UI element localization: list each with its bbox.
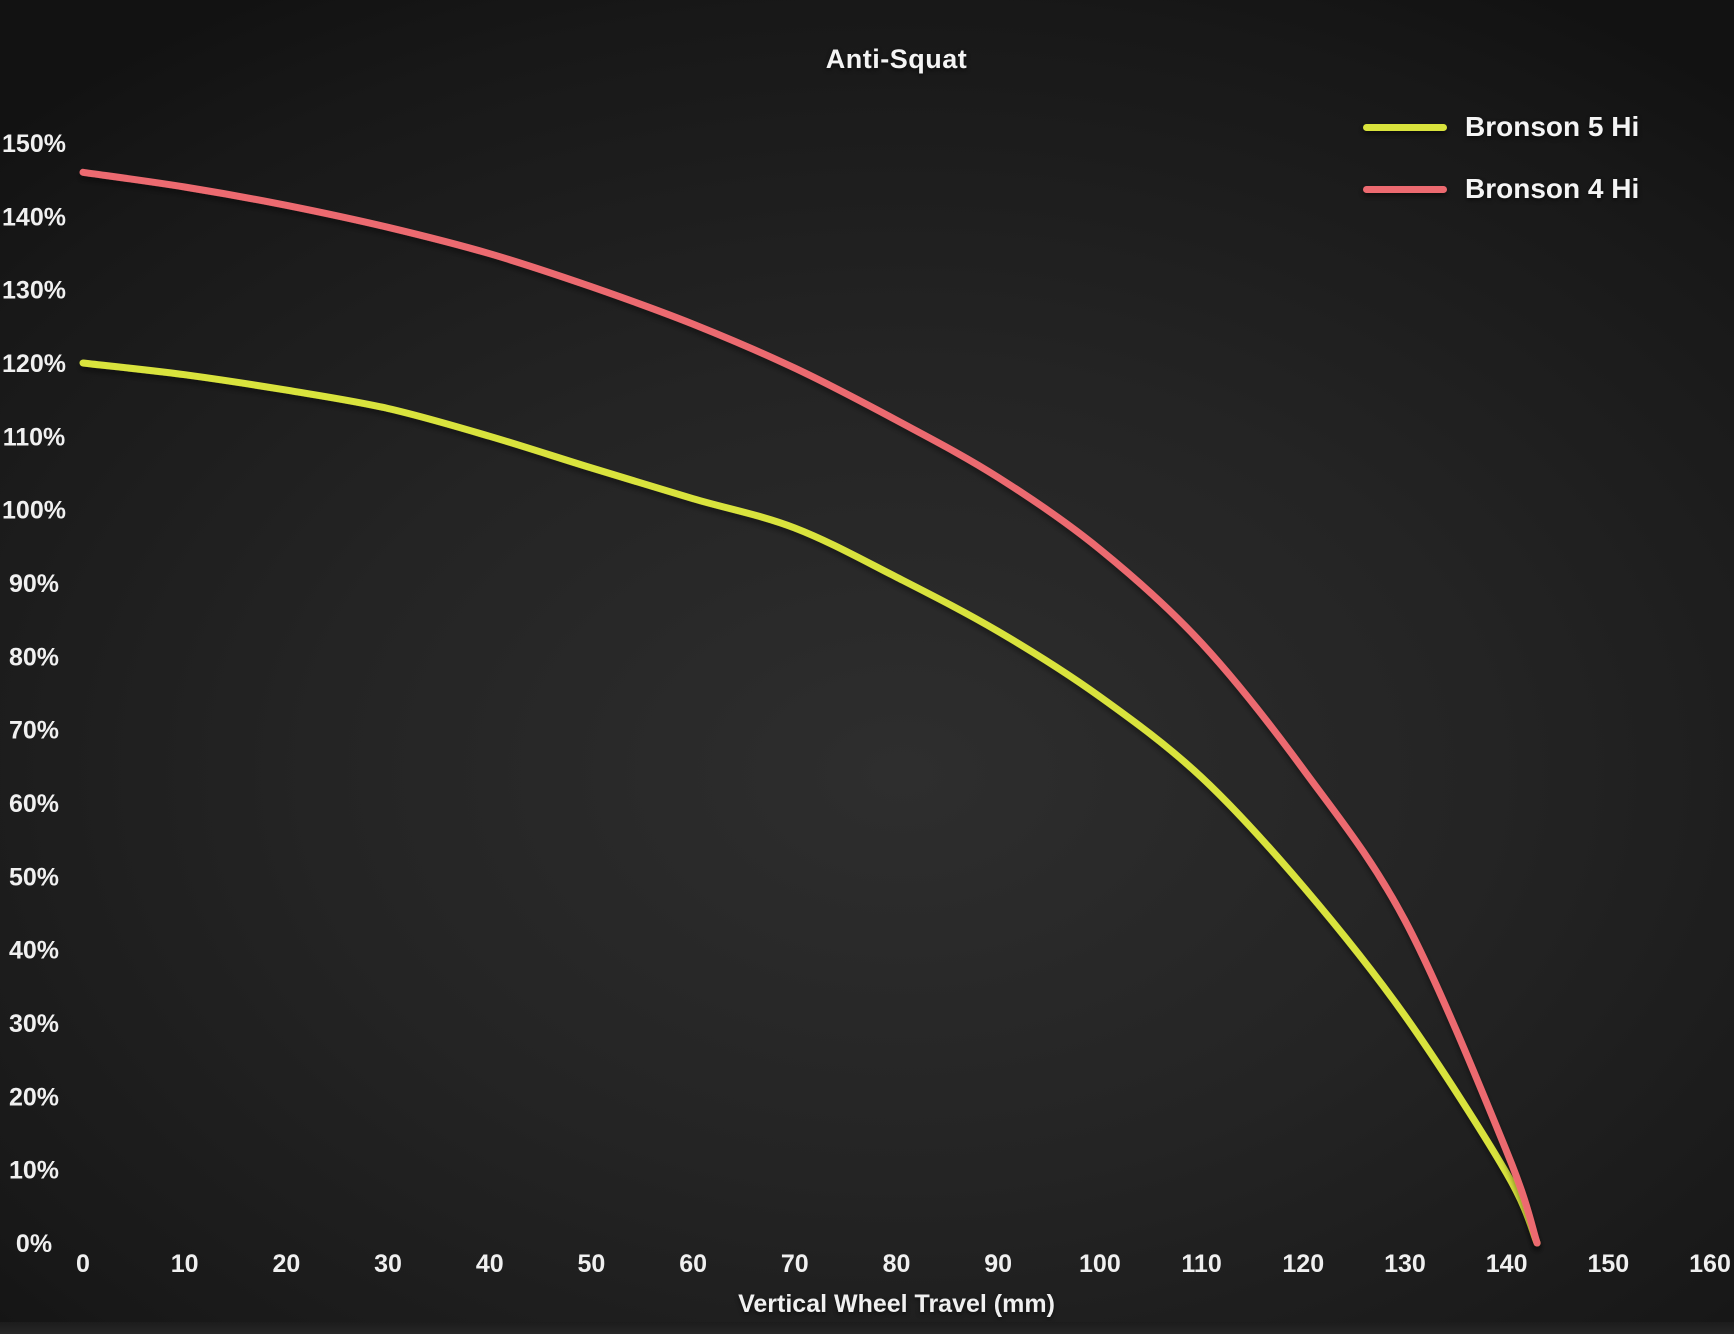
y-tick-label: 150% [2, 130, 66, 158]
y-tick-label: 20% [9, 1083, 59, 1111]
x-tick-label: 10 [171, 1250, 199, 1278]
x-tick-label: 120 [1282, 1250, 1324, 1278]
x-tick-label: 100 [1079, 1250, 1121, 1278]
y-tick-label: 90% [9, 570, 59, 598]
x-tick-label: 150 [1587, 1250, 1629, 1278]
y-tick-label: 120% [2, 350, 66, 378]
y-tick-label: 110% [3, 423, 66, 451]
legend-swatch-bronson-4-hi [1363, 185, 1447, 193]
x-tick-label: 20 [272, 1250, 300, 1278]
y-tick-label: 70% [9, 717, 59, 745]
y-tick-label: 60% [9, 790, 59, 818]
x-tick-label: 0 [76, 1250, 90, 1278]
bottom-panel-edge [0, 1322, 1734, 1334]
series-line-bronson-4-hi[interactable] [79, 168, 1541, 1247]
y-tick-label: 130% [2, 277, 66, 305]
y-tick-label: 100% [2, 497, 66, 525]
x-tick-label: 50 [578, 1250, 606, 1278]
legend-swatch-bronson-5-hi [1363, 123, 1447, 131]
x-tick-label: 130 [1384, 1250, 1426, 1278]
y-tick-label: 40% [9, 937, 59, 965]
y-tick-label: 80% [9, 643, 59, 671]
y-tick-label: 0% [16, 1230, 52, 1258]
x-tick-label: 160 [1689, 1250, 1731, 1278]
x-tick-label: 70 [781, 1250, 809, 1278]
legend: Bronson 5 Hi Bronson 4 Hi [1363, 110, 1639, 234]
legend-item-bronson-5-hi[interactable]: Bronson 5 Hi [1363, 110, 1639, 144]
y-axis-tick-labels: 0% 10% 20% 30% 40% 50% 60% 70% 80% 90% 100% 110% 120… [2, 130, 66, 1258]
legend-label-bronson-5-hi: Bronson 5 Hi [1465, 111, 1640, 142]
x-tick-label: 80 [883, 1250, 911, 1278]
x-tick-label: 140 [1486, 1250, 1528, 1278]
y-tick-label: 140% [2, 203, 66, 231]
y-tick-label: 10% [9, 1157, 59, 1185]
x-tick-label: 60 [679, 1250, 707, 1278]
chart-title: Anti-Squat [825, 44, 968, 74]
series-line-bronson-5-hi[interactable] [79, 359, 1541, 1247]
x-tick-label: 40 [476, 1250, 504, 1278]
series-lines [79, 168, 1541, 1247]
x-tick-label: 90 [984, 1250, 1012, 1278]
y-tick-label: 50% [9, 863, 59, 891]
y-tick-label: 30% [9, 1010, 59, 1038]
x-axis-title: Vertical Wheel Travel (mm) [738, 1290, 1055, 1318]
x-axis-tick-labels: 0 10 20 30 40 50 60 70 80 90 100 110 120 130 140 150 160 [76, 1250, 1731, 1278]
x-tick-label: 30 [374, 1250, 402, 1278]
legend-label-bronson-4-hi: Bronson 4 Hi [1465, 173, 1640, 204]
x-tick-label: 110 [1181, 1250, 1221, 1278]
legend-item-bronson-4-hi[interactable]: Bronson 4 Hi [1363, 172, 1639, 206]
